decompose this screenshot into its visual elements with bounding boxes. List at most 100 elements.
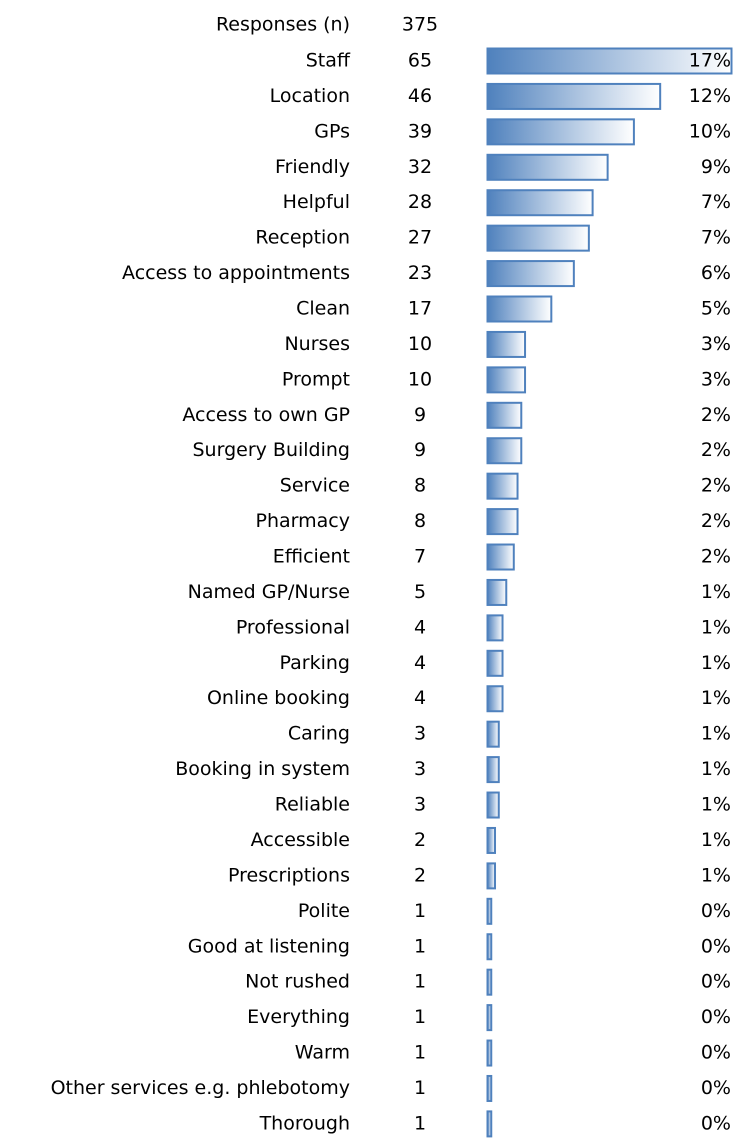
share-label: 1% [701,794,731,816]
count-label: 1 [414,1042,426,1064]
count-label: 2 [414,829,426,851]
bar [486,720,500,748]
category-label: Efficient [273,546,350,568]
total-value: 375 [402,14,438,36]
category-label: Service [280,475,350,497]
share-label: 2% [701,404,731,426]
category-label: Access to own GP [182,404,350,426]
bar [486,472,519,500]
count-label: 1 [414,935,426,957]
share-label: 1% [701,616,731,638]
category-label: Polite [298,900,350,922]
share-label: 12% [689,85,731,107]
category-label: Surgery Building [192,439,350,461]
share-label: 3% [701,368,731,390]
category-label: Helpful [283,191,350,213]
share-label: 7% [701,191,731,213]
count-label: 1 [414,971,426,993]
bar [486,437,523,465]
category-label: Caring [288,723,350,745]
share-label: 10% [689,120,731,142]
count-label: 65 [408,50,432,72]
count-label: 3 [414,794,426,816]
share-label: 2% [701,475,731,497]
count-label: 1 [414,1006,426,1028]
share-label: 2% [701,510,731,532]
count-label: 4 [414,652,426,674]
category-label: Nurses [284,333,350,355]
category-label: Everything [247,1006,350,1028]
bar [486,153,609,181]
category-label: Staff [306,50,351,72]
count-label: 1 [414,1112,426,1134]
bar [486,260,575,288]
bar [486,826,497,854]
category-label: Warm [295,1042,350,1064]
bar [486,543,515,571]
share-label: 0% [701,1112,731,1134]
share-label: 0% [701,1042,731,1064]
share-label: 1% [701,829,731,851]
count-label: 28 [408,191,432,213]
share-label: 2% [701,546,731,568]
count-label: 17 [408,298,432,320]
bar [486,295,553,323]
share-label: 1% [701,864,731,886]
count-label: 3 [414,723,426,745]
bar [486,508,519,536]
share-label: 7% [701,227,731,249]
count-label: 46 [408,85,432,107]
category-label: Prompt [282,368,350,390]
count-label: 39 [408,120,432,142]
bar [486,578,508,606]
bar [486,224,590,252]
bar [486,685,504,713]
share-label: 1% [701,581,731,603]
count-label: 23 [408,262,432,284]
bar [486,968,493,996]
count-label: 10 [408,333,432,355]
share-label: 9% [701,156,731,178]
bar [486,118,635,146]
bar [486,649,504,677]
count-label: 32 [408,156,432,178]
bar [486,933,493,961]
bar [486,1039,493,1067]
share-label: 0% [701,1006,731,1028]
share-label: 0% [701,1077,731,1099]
bar [486,897,493,925]
share-label: 0% [701,971,731,993]
category-label: Good at listening [188,935,350,957]
category-label: Online booking [207,687,350,709]
count-label: 1 [414,1077,426,1099]
count-label: 7 [414,546,426,568]
category-label: Professional [236,616,350,638]
category-label: Location [270,85,350,107]
share-label: 1% [701,687,731,709]
category-label: GPs [314,120,350,142]
share-label: 0% [701,935,731,957]
share-label: 1% [701,723,731,745]
category-label: Prescriptions [228,864,350,886]
category-label: Thorough [259,1112,350,1134]
count-label: 10 [408,368,432,390]
bar [486,401,523,429]
bar [486,189,594,217]
category-label: Reliable [275,794,350,816]
category-label: Named GP/Nurse [188,581,350,603]
share-label: 17% [689,50,731,72]
category-label: Access to appointments [122,262,350,284]
count-label: 8 [414,475,426,497]
bar [486,791,500,819]
category-label: Booking in system [175,758,350,780]
category-label: Not rushed [245,971,350,993]
category-label: Other services e.g. phlebotomy [51,1077,350,1099]
category-label: Clean [296,298,350,320]
bar [486,1110,493,1138]
share-label: 1% [701,652,731,674]
count-label: 27 [408,227,432,249]
count-label: 9 [414,404,426,426]
count-label: 2 [414,864,426,886]
count-label: 9 [414,439,426,461]
count-label: 4 [414,616,426,638]
